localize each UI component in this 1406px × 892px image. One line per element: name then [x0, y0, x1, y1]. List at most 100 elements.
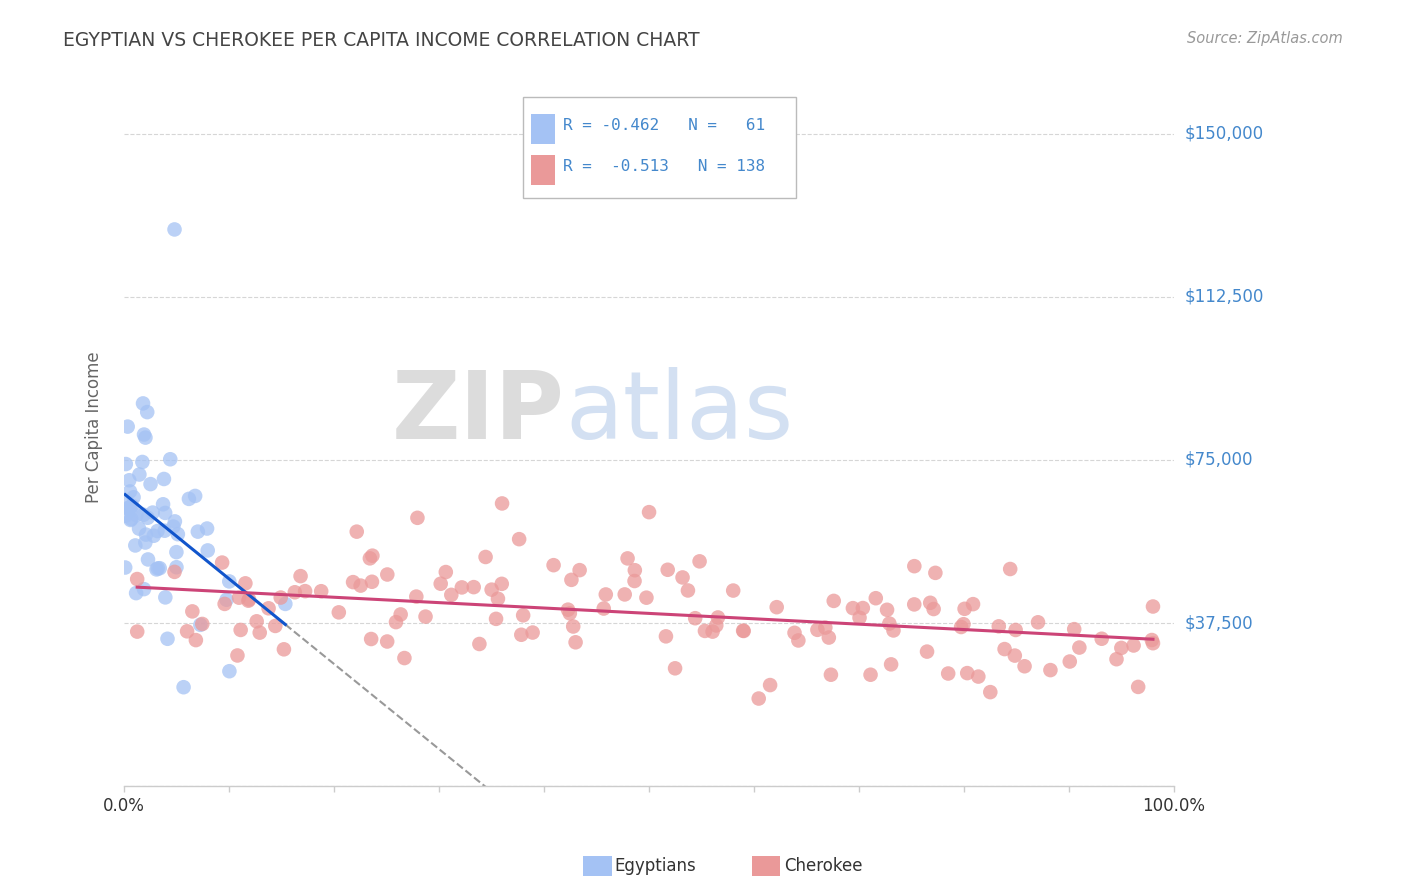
Point	[415, 609, 437, 624]
Text: $75,000: $75,000	[1185, 451, 1254, 469]
Point	[903, 598, 925, 612]
Point	[962, 597, 984, 611]
Point	[118, 484, 141, 499]
Point	[139, 477, 162, 491]
Point	[163, 515, 186, 529]
Point	[125, 586, 148, 600]
Point	[153, 472, 176, 486]
Point	[522, 625, 544, 640]
Point	[689, 554, 711, 568]
Point	[1026, 615, 1049, 630]
Point	[406, 511, 429, 525]
Point	[153, 524, 176, 538]
Point	[228, 591, 250, 605]
Point	[1128, 680, 1150, 694]
Point	[560, 573, 582, 587]
Point	[508, 532, 530, 546]
Point	[405, 590, 427, 604]
Point	[880, 657, 903, 672]
Point	[704, 618, 727, 632]
Point	[135, 527, 157, 541]
Point	[859, 667, 882, 681]
Point	[1091, 632, 1114, 646]
Text: $112,500: $112,500	[1185, 288, 1264, 306]
Point	[486, 591, 509, 606]
Point	[987, 619, 1010, 633]
Point	[510, 628, 533, 642]
Point	[693, 624, 716, 638]
Point	[257, 601, 280, 615]
Point	[702, 624, 724, 639]
Point	[132, 427, 155, 442]
Point	[124, 538, 146, 552]
Point	[915, 645, 938, 659]
Point	[787, 633, 810, 648]
Point	[127, 572, 149, 586]
Point	[142, 506, 165, 520]
FancyBboxPatch shape	[523, 97, 796, 198]
Point	[394, 651, 416, 665]
Point	[936, 666, 959, 681]
Point	[903, 559, 925, 574]
Point	[226, 648, 249, 663]
Text: $150,000: $150,000	[1185, 125, 1264, 143]
Point	[676, 583, 699, 598]
Point	[595, 587, 617, 601]
Point	[125, 508, 148, 522]
Point	[132, 508, 155, 522]
Point	[491, 496, 513, 510]
Point	[823, 594, 845, 608]
Point	[440, 588, 463, 602]
Text: Source: ZipAtlas.com: Source: ZipAtlas.com	[1187, 31, 1343, 46]
Point	[117, 419, 139, 434]
Point	[197, 543, 219, 558]
Point	[950, 620, 973, 634]
Point	[616, 551, 638, 566]
Point	[852, 601, 875, 615]
Point	[1004, 648, 1026, 663]
Point	[543, 558, 565, 573]
Point	[375, 567, 398, 582]
Point	[153, 506, 176, 520]
Point	[117, 501, 139, 516]
Text: atlas: atlas	[565, 367, 793, 459]
Point	[783, 625, 806, 640]
Point	[211, 556, 233, 570]
Point	[346, 524, 368, 539]
Point	[118, 500, 141, 515]
Point	[238, 592, 260, 607]
Point	[132, 396, 155, 410]
Point	[181, 604, 204, 618]
Point	[165, 545, 187, 559]
Point	[249, 625, 271, 640]
Point	[683, 611, 706, 625]
Point	[350, 578, 373, 592]
Point	[1063, 622, 1085, 636]
Point	[136, 510, 159, 524]
Point	[361, 574, 384, 589]
Point	[361, 549, 384, 563]
Point	[184, 633, 207, 648]
Point	[214, 597, 236, 611]
Point	[993, 642, 1015, 657]
Point	[114, 508, 136, 523]
Point	[177, 491, 200, 506]
Point	[817, 631, 839, 645]
Point	[128, 522, 150, 536]
Point	[806, 623, 828, 637]
Point	[273, 642, 295, 657]
Point	[166, 560, 188, 574]
Point	[215, 592, 238, 607]
Text: Cherokee: Cherokee	[785, 857, 863, 875]
Point	[134, 535, 156, 549]
Text: EGYPTIAN VS CHEROKEE PER CAPITA INCOME CORRELATION CHART: EGYPTIAN VS CHEROKEE PER CAPITA INCOME C…	[63, 31, 700, 50]
Bar	[531, 154, 554, 185]
Point	[1039, 663, 1062, 677]
Point	[920, 596, 942, 610]
Point	[218, 664, 240, 678]
Point	[463, 580, 485, 594]
Point	[114, 496, 136, 510]
Point	[956, 666, 979, 681]
Point	[246, 615, 269, 629]
Point	[998, 562, 1021, 576]
